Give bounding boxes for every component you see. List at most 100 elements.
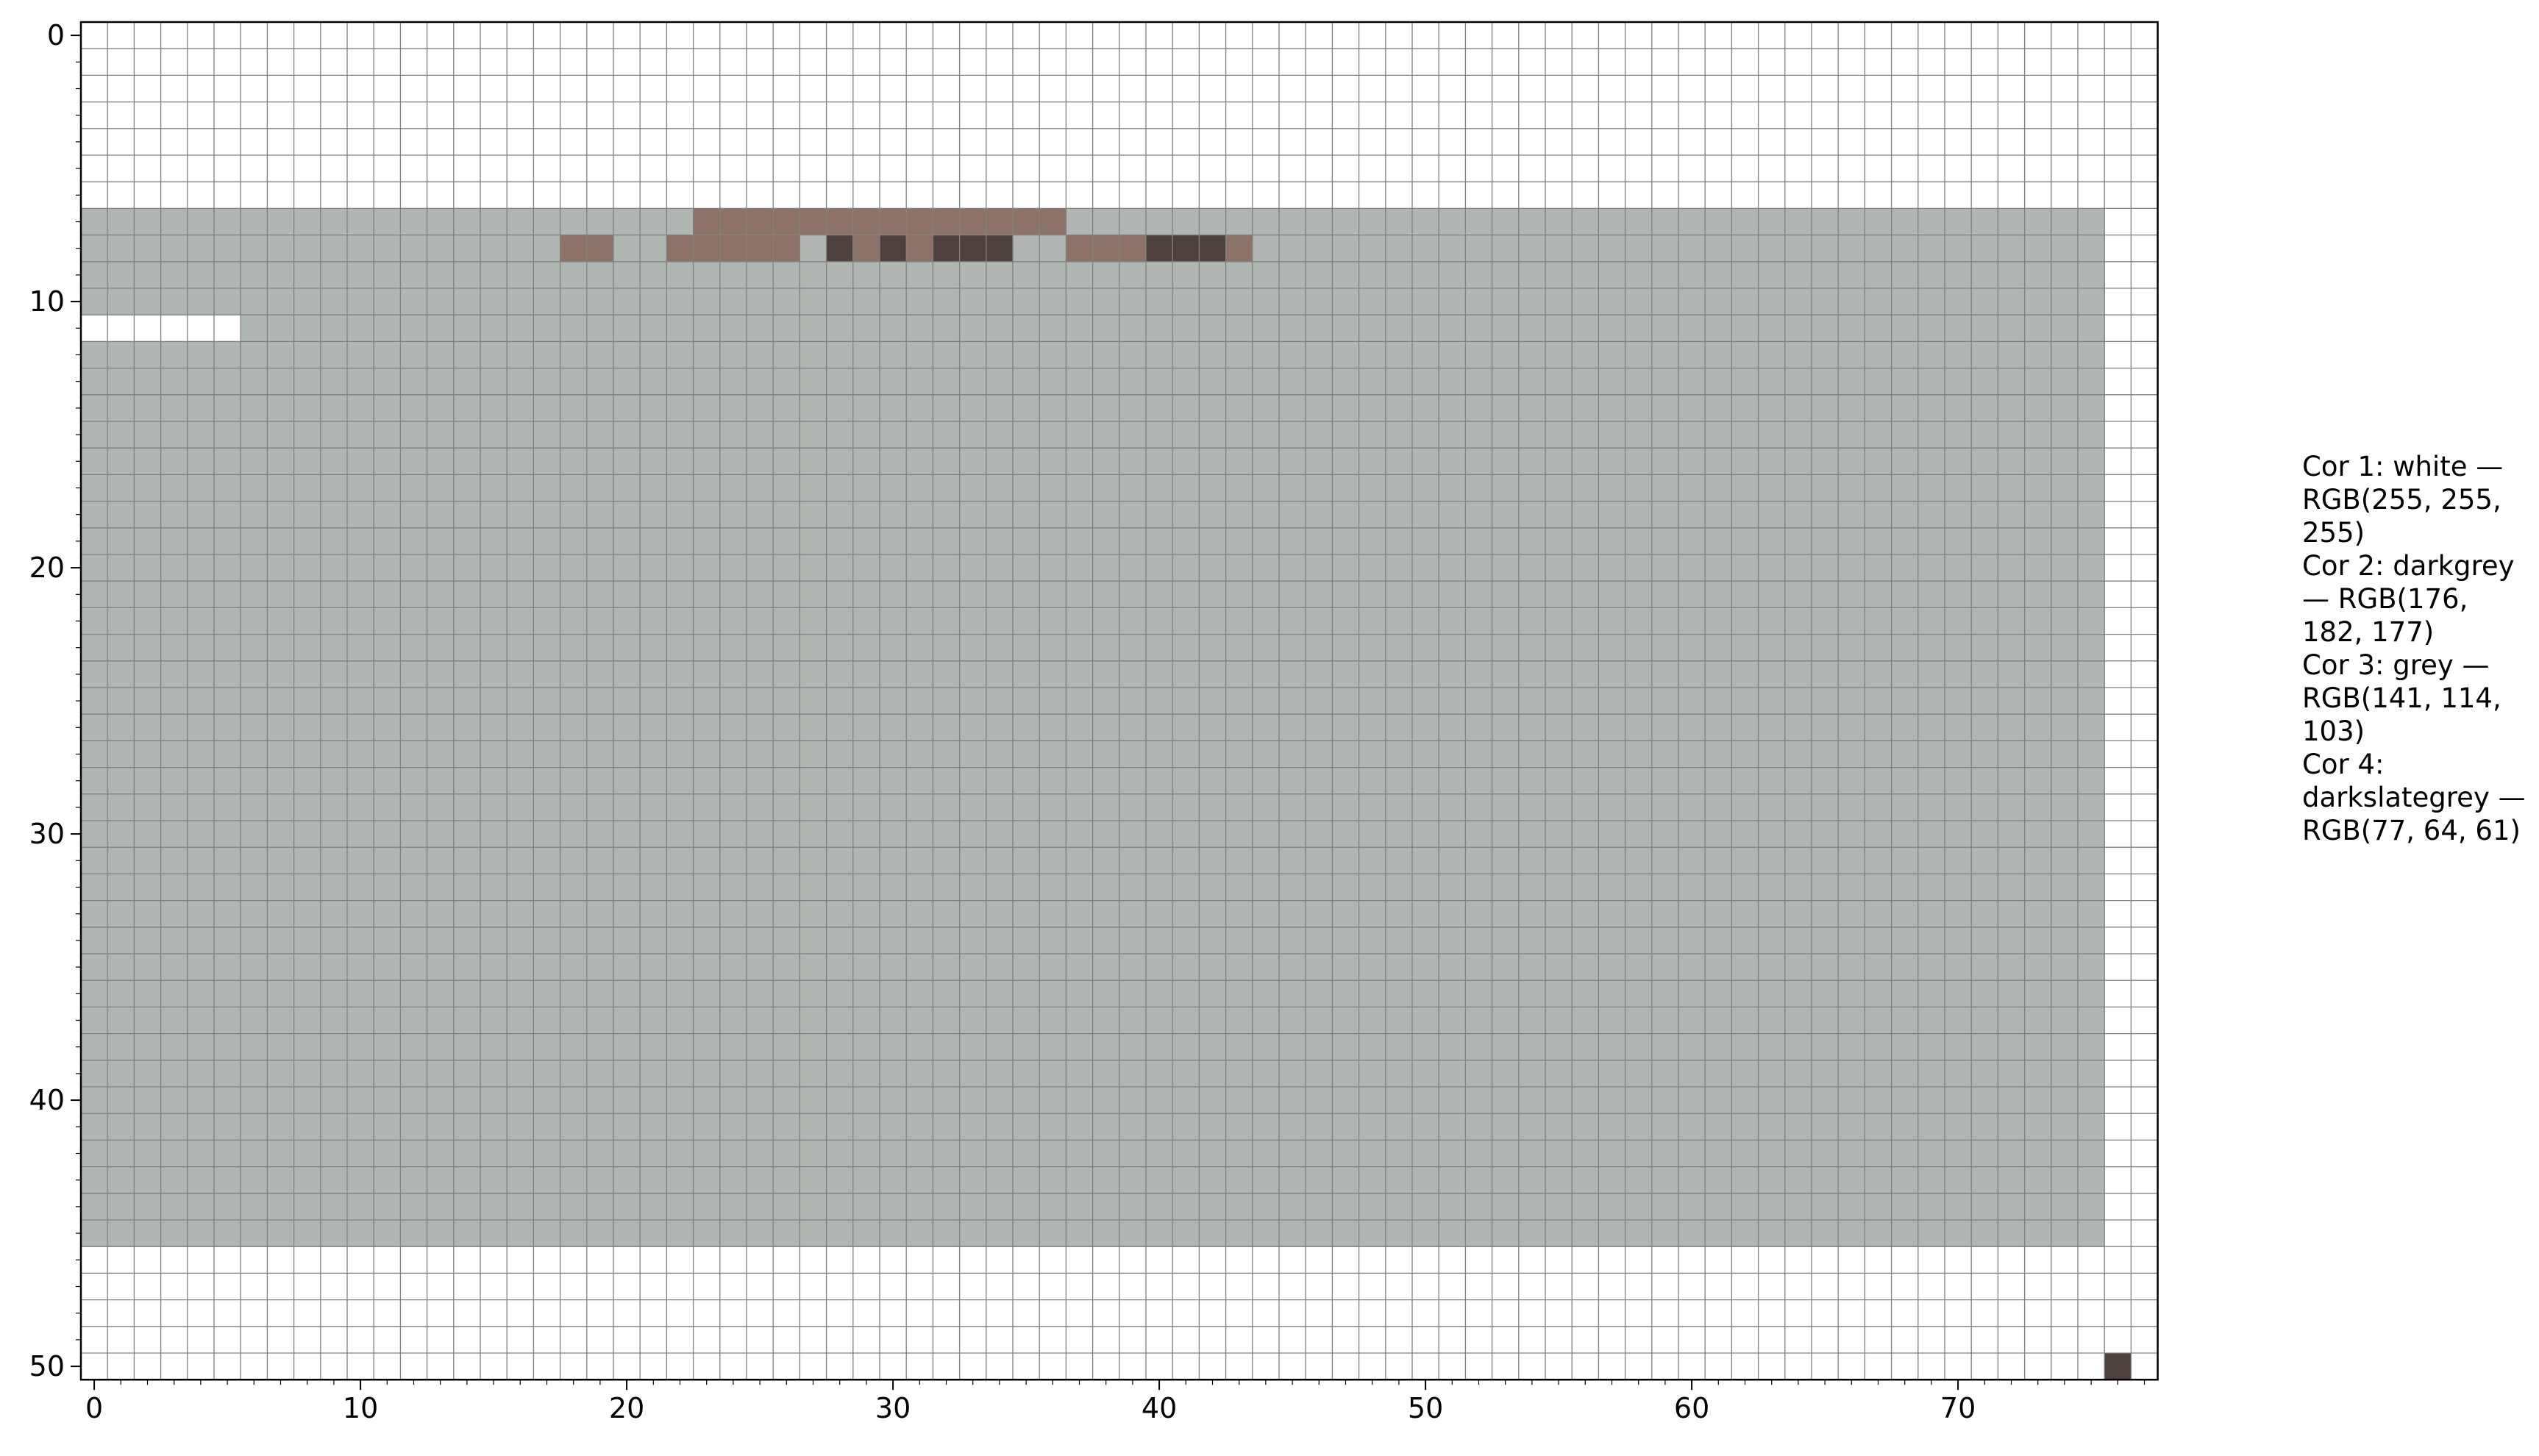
mosaic-cell: [1039, 554, 1066, 582]
mosaic-cell: [1917, 554, 1945, 582]
mosaic-cell: [586, 501, 614, 529]
mosaic-cell: [1199, 793, 1227, 821]
mosaic-cell: [880, 1140, 907, 1168]
mosaic-cell: [507, 288, 534, 315]
mosaic-cell: [1013, 714, 1040, 741]
mosaic-cell: [1252, 847, 1280, 874]
mosaic-cell: [1492, 714, 1520, 741]
mosaic-cell: [852, 741, 880, 768]
mosaic-cell: [640, 1007, 667, 1035]
mosaic-cell: [1998, 474, 2026, 502]
mosaic-cell: [852, 554, 880, 582]
mosaic-cell: [1971, 847, 1998, 874]
mosaic-cell: [1358, 660, 1386, 688]
mosaic-cell: [1066, 980, 1094, 1007]
mosaic-cell: [1332, 421, 1360, 449]
mosaic-cell: [1971, 1007, 1998, 1035]
mosaic-cell: [693, 688, 721, 715]
mosaic-cell: [1865, 421, 1892, 449]
mosaic-cell: [1945, 954, 1972, 981]
mosaic-cell: [1917, 421, 1945, 449]
mosaic-cell: [1625, 634, 1653, 662]
mosaic-cell: [320, 714, 348, 741]
mosaic-cell: [719, 954, 747, 981]
mosaic-cell: [800, 954, 827, 981]
mosaic-cell: [1891, 954, 1919, 981]
mosaic-cell: [666, 448, 694, 475]
mosaic-cell: [1705, 1087, 1732, 1114]
mosaic-cell: [293, 368, 321, 396]
mosaic-cell: [1306, 288, 1333, 315]
mosaic-cell: [1945, 261, 1972, 289]
mosaic-cell: [1651, 607, 1679, 635]
mosaic-cell: [852, 821, 880, 848]
mosaic-cell: [1731, 208, 1759, 236]
mosaic-cell: [640, 235, 667, 263]
mosaic-cell: [666, 821, 694, 848]
mosaic-cell: [1225, 1140, 1253, 1168]
mosaic-cell: [374, 634, 401, 662]
mosaic-cell: [747, 474, 774, 502]
mosaic-cell: [1252, 235, 1280, 263]
mosaic-cell: [1971, 315, 1998, 342]
mosaic-cell: [347, 660, 374, 688]
mosaic-cell: [959, 688, 987, 715]
mosaic-cell: [1092, 634, 1120, 662]
mosaic-cell: [640, 554, 667, 582]
mosaic-cell: [347, 927, 374, 954]
mosaic-cell: [1066, 767, 1094, 795]
mosaic-cell: [1971, 368, 1998, 396]
mosaic-cell: [640, 821, 667, 848]
mosaic-cell: [507, 660, 534, 688]
mosaic-cell: [1572, 1166, 1599, 1194]
mosaic-cell: [374, 208, 401, 236]
mosaic-cell: [1332, 581, 1360, 608]
mosaic-cell: [1412, 421, 1439, 449]
mosaic-cell: [533, 821, 561, 848]
mosaic-cell: [453, 900, 481, 928]
mosaic-cell: [1891, 1113, 1919, 1141]
mosaic-cell: [1199, 1060, 1227, 1088]
mosaic-cell: [1199, 394, 1227, 422]
mosaic-cell: [1917, 714, 1945, 741]
mosaic-cell: [1758, 581, 1786, 608]
mosaic-cell: [1758, 1220, 1786, 1247]
mosaic-cell: [747, 607, 774, 635]
mosaic-cell: [1385, 288, 1413, 315]
mosaic-cell: [1439, 474, 1466, 502]
mosaic-cell: [400, 1140, 428, 1168]
mosaic-cell: [933, 261, 961, 289]
mosaic-cell: [1358, 927, 1386, 954]
mosaic-cell: [747, 980, 774, 1007]
mosaic-cell: [1492, 660, 1520, 688]
mosaic-cell: [2051, 741, 2079, 768]
mosaic-cell: [852, 1193, 880, 1221]
mosaic-cell: [1385, 714, 1413, 741]
mosaic-cell: [826, 634, 854, 662]
mosaic-cell: [214, 1220, 241, 1247]
mosaic-cell: [906, 1033, 933, 1061]
mosaic-cell: [1678, 900, 1706, 928]
mosaic-cell: [1545, 1033, 1573, 1061]
mosaic-cell: [1439, 793, 1466, 821]
mosaic-cell: [852, 315, 880, 342]
mosaic-cell: [1039, 1060, 1066, 1088]
mosaic-cell: [2078, 900, 2105, 928]
mosaic-cell: [1784, 900, 1812, 928]
mosaic-cell: [1758, 501, 1786, 529]
mosaic-cell: [1812, 1140, 1839, 1168]
mosaic-cell: [347, 821, 374, 848]
mosaic-cell: [453, 660, 481, 688]
mosaic-cell: [1917, 900, 1945, 928]
mosaic-cell: [81, 368, 108, 396]
mosaic-cell: [747, 288, 774, 315]
mosaic-cell: [1998, 1140, 2026, 1168]
mosaic-cell: [267, 527, 295, 555]
mosaic-cell: [773, 660, 800, 688]
mosaic-cell: [1013, 208, 1040, 236]
mosaic-cell: [1651, 714, 1679, 741]
mosaic-cell: [507, 501, 534, 529]
mosaic-cell: [1731, 634, 1759, 662]
mosaic-cell: [880, 980, 907, 1007]
mosaic-cell: [1358, 261, 1386, 289]
